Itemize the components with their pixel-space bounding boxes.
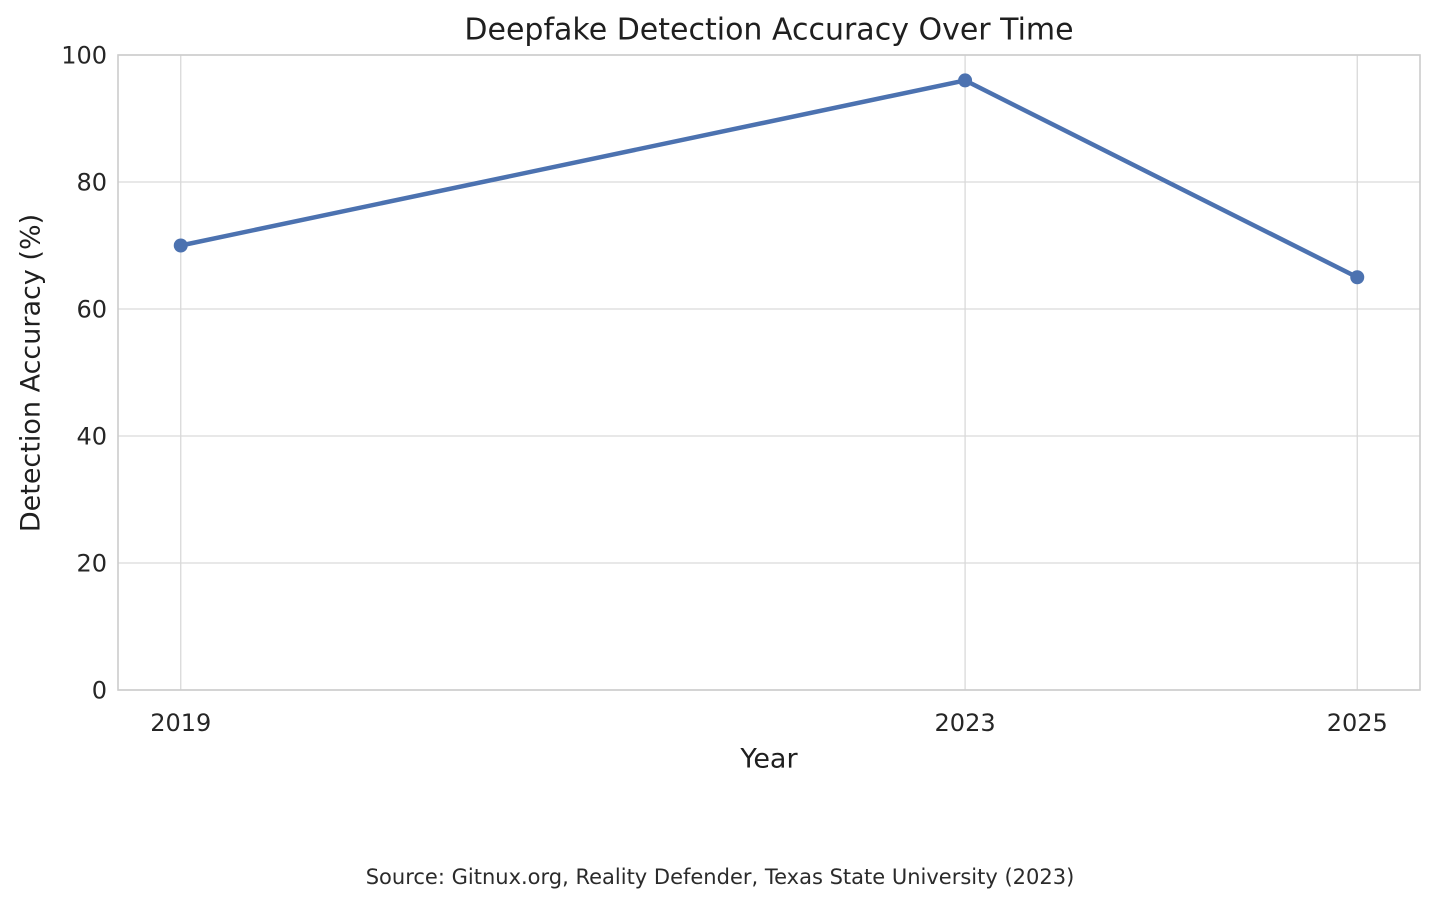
y-tick-label: 80 [76,169,107,197]
x-axis-label: Year [740,743,798,775]
y-tick-label: 0 [92,677,107,705]
data-line [178,78,1360,280]
y-tick-label: 20 [76,550,107,578]
plot-border [117,54,1421,691]
data-point [1350,270,1365,285]
y-tick-label: 60 [76,296,107,324]
y-axis-label: Detection Accuracy (%) [15,213,47,533]
x-tick-label: 2019 [150,709,211,737]
x-tick-label: 2023 [935,709,996,737]
chart-title: Deepfake Detection Accuracy Over Time [464,12,1074,48]
data-point [173,238,188,253]
source-caption: Source: Gitnux.org, Reality Defender, Te… [365,865,1075,889]
x-tick-label: 2025 [1327,709,1388,737]
data-point [958,73,973,88]
y-tick-label: 100 [61,42,107,70]
y-tick-label: 40 [76,423,107,451]
